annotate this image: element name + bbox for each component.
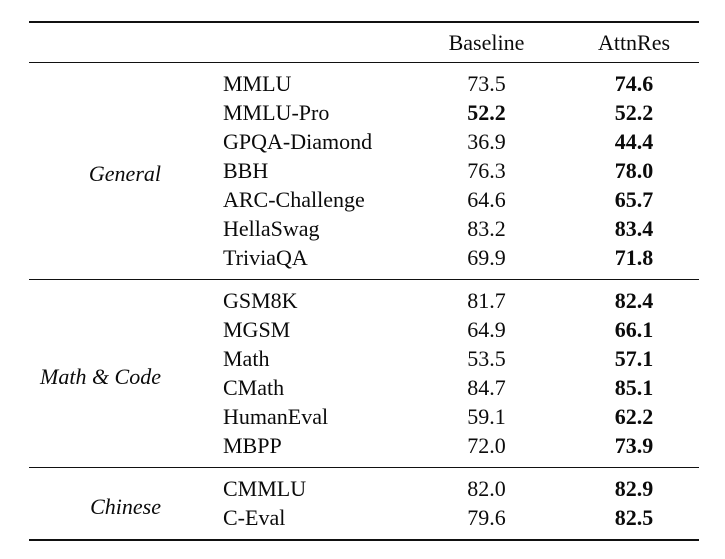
baseline-value: 83.2 bbox=[467, 216, 506, 241]
baseline-value: 76.3 bbox=[467, 158, 506, 183]
attnres-value: 78.0 bbox=[614, 158, 654, 183]
benchmark-name: MMLU-Pro bbox=[223, 100, 330, 125]
table-row: C-Eval 79.6 82.5 bbox=[29, 504, 699, 541]
table-row: TriviaQA 69.9 71.8 bbox=[29, 244, 699, 280]
column-header-baseline: Baseline bbox=[404, 22, 569, 63]
attnres-value: 82.4 bbox=[569, 279, 699, 316]
benchmark-name: BBH bbox=[223, 158, 269, 183]
benchmark-name: MBPP bbox=[223, 433, 282, 458]
baseline-value: 52.2 bbox=[467, 100, 506, 125]
benchmark-name: CMath bbox=[223, 375, 285, 400]
benchmark-name: MGSM bbox=[223, 317, 291, 342]
column-header-attnres: AttnRes bbox=[569, 22, 699, 63]
table-row: MMLU-Pro 52.2 52.2 bbox=[29, 99, 699, 128]
baseline-value: 64.9 bbox=[467, 317, 506, 342]
table-row: Math 53.5 57.1 bbox=[29, 345, 699, 374]
benchmark-name: MMLU bbox=[219, 62, 404, 99]
benchmark-name: GSM8K bbox=[219, 279, 404, 316]
benchmark-name: Math bbox=[223, 346, 270, 371]
table-row: ARC-Challenge 64.6 65.7 bbox=[29, 186, 699, 215]
benchmark-name: TriviaQA bbox=[223, 245, 308, 270]
benchmark-name: GPQA-Diamond bbox=[223, 129, 373, 154]
benchmark-name: HellaSwag bbox=[223, 216, 320, 241]
table-row: GPQA-Diamond 36.9 44.4 bbox=[29, 128, 699, 157]
table-row: Chinese CMMLU 82.0 82.9 bbox=[29, 467, 699, 540]
baseline-value: 79.6 bbox=[467, 505, 506, 530]
table-row: HumanEval 59.1 62.2 bbox=[29, 403, 699, 432]
benchmark-name: HumanEval bbox=[223, 404, 329, 429]
baseline-value: 59.1 bbox=[467, 404, 506, 429]
attnres-value: 57.1 bbox=[614, 346, 654, 371]
attnres-value: 44.4 bbox=[614, 129, 654, 154]
attnres-value: 85.1 bbox=[614, 375, 654, 400]
table-row: CMath 84.7 85.1 bbox=[29, 374, 699, 403]
baseline-value: 72.0 bbox=[467, 433, 506, 458]
table-row: General MMLU 73.5 74.6 bbox=[29, 62, 699, 280]
baseline-value: 82.0 bbox=[404, 467, 569, 504]
header-empty-cell bbox=[219, 22, 404, 63]
table-row: Math & Code GSM8K 81.7 82.4 bbox=[29, 279, 699, 468]
benchmark-results-table: Baseline AttnRes General MMLU 73.5 74.6 … bbox=[29, 21, 699, 541]
attnres-value: 71.8 bbox=[614, 245, 654, 270]
attnres-value: 52.2 bbox=[614, 100, 654, 125]
table-row: BBH 76.3 78.0 bbox=[29, 157, 699, 186]
baseline-value: 36.9 bbox=[467, 129, 506, 154]
attnres-value: 83.4 bbox=[614, 216, 654, 241]
benchmark-name: ARC-Challenge bbox=[223, 187, 365, 212]
baseline-value: 53.5 bbox=[467, 346, 506, 371]
baseline-value: 81.7 bbox=[404, 279, 569, 316]
table-row: MGSM 64.9 66.1 bbox=[29, 316, 699, 345]
attnres-value: 74.6 bbox=[569, 62, 699, 99]
attnres-value: 66.1 bbox=[614, 317, 654, 342]
baseline-value: 73.5 bbox=[404, 62, 569, 99]
baseline-value: 69.9 bbox=[467, 245, 506, 270]
group-label-chinese: Chinese bbox=[29, 467, 219, 540]
attnres-value: 82.5 bbox=[614, 505, 654, 530]
header-empty-cell bbox=[29, 22, 219, 63]
table-row: MBPP 72.0 73.9 bbox=[29, 432, 699, 468]
benchmark-name: C-Eval bbox=[223, 505, 286, 530]
group-label-general: General bbox=[29, 62, 219, 280]
attnres-value: 65.7 bbox=[614, 187, 654, 212]
attnres-value: 73.9 bbox=[614, 433, 654, 458]
baseline-value: 64.6 bbox=[467, 187, 506, 212]
table-header-row: Baseline AttnRes bbox=[29, 22, 699, 63]
table-row: HellaSwag 83.2 83.4 bbox=[29, 215, 699, 244]
group-label-math-code: Math & Code bbox=[29, 279, 219, 468]
benchmark-name: CMMLU bbox=[219, 467, 404, 504]
attnres-value: 82.9 bbox=[569, 467, 699, 504]
baseline-value: 84.7 bbox=[467, 375, 506, 400]
attnres-value: 62.2 bbox=[614, 404, 654, 429]
